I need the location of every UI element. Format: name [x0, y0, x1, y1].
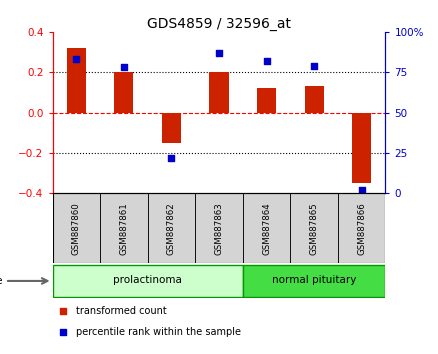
Point — [120, 64, 127, 70]
Bar — [114, 72, 134, 113]
Text: GSM887860: GSM887860 — [72, 202, 81, 255]
Point — [358, 187, 365, 193]
Bar — [148, 193, 195, 263]
Point — [215, 50, 223, 56]
Text: normal pituitary: normal pituitary — [272, 275, 356, 285]
Text: GSM887866: GSM887866 — [357, 202, 366, 255]
Bar — [338, 193, 385, 263]
Bar — [243, 265, 385, 297]
Text: GSM887863: GSM887863 — [215, 202, 223, 255]
Bar — [162, 113, 181, 143]
Text: prolactinoma: prolactinoma — [113, 275, 182, 285]
Point — [73, 57, 80, 62]
Bar — [290, 193, 338, 263]
Bar — [304, 86, 324, 113]
Bar — [67, 48, 86, 113]
Title: GDS4859 / 32596_at: GDS4859 / 32596_at — [147, 17, 291, 31]
Text: GSM887861: GSM887861 — [120, 202, 128, 255]
Text: GSM887862: GSM887862 — [167, 202, 176, 255]
Text: transformed count: transformed count — [76, 306, 166, 315]
Point — [311, 63, 318, 69]
Point — [59, 308, 66, 313]
Text: GSM887865: GSM887865 — [310, 202, 318, 255]
Text: disease state: disease state — [0, 276, 3, 286]
Bar — [100, 193, 148, 263]
Bar — [53, 265, 243, 297]
Bar — [209, 72, 229, 113]
Bar — [195, 193, 243, 263]
Point — [168, 155, 175, 161]
Bar — [53, 193, 100, 263]
Bar — [352, 113, 371, 183]
Point — [59, 330, 66, 335]
Bar — [243, 193, 290, 263]
Point — [263, 58, 270, 64]
Text: GSM887864: GSM887864 — [262, 202, 271, 255]
Text: percentile rank within the sample: percentile rank within the sample — [76, 327, 241, 337]
Bar — [257, 88, 276, 113]
